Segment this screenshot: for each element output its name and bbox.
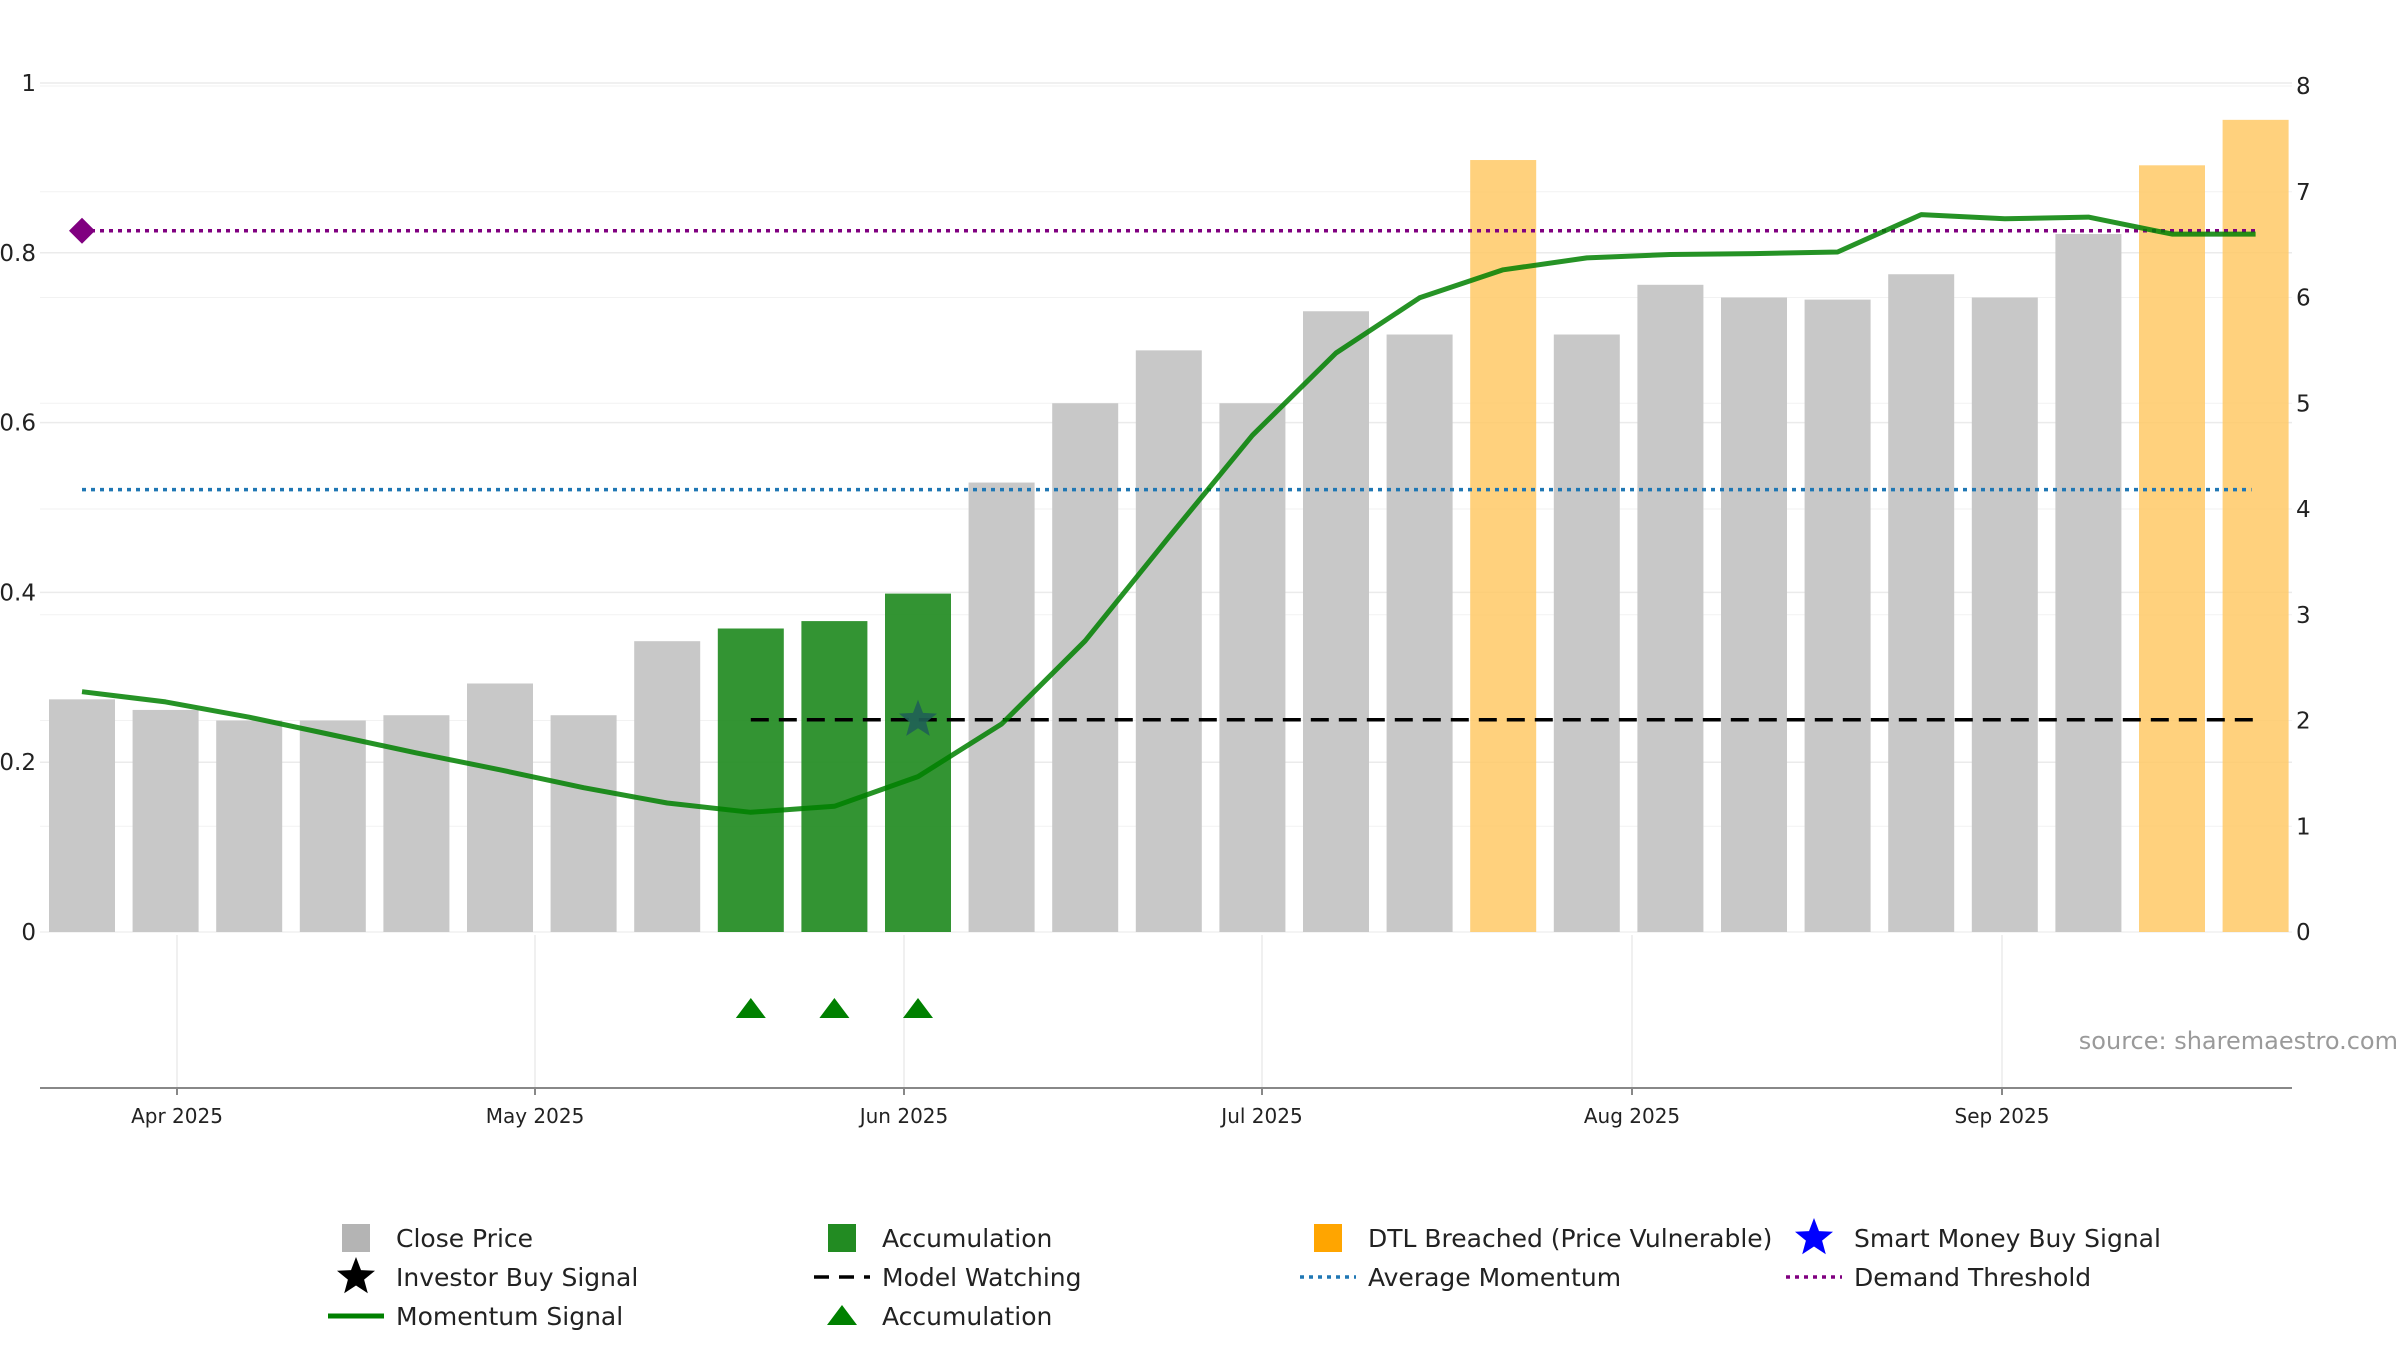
price-bar xyxy=(1219,403,1286,932)
legend-label: Investor Buy Signal xyxy=(396,1263,638,1292)
legend-swatch-star xyxy=(337,1257,375,1294)
y-right-tick-label: 1 xyxy=(2296,814,2311,840)
price-bar xyxy=(2055,234,2122,933)
price-bar xyxy=(1303,311,1369,932)
accumulation-triangle xyxy=(819,998,850,1018)
legend-item: Close Price xyxy=(342,1224,533,1253)
y-right-tick-label: 6 xyxy=(2296,286,2311,312)
legend-label: Demand Threshold xyxy=(1854,1263,2091,1292)
legend-item: Demand Threshold xyxy=(1786,1263,2091,1292)
price-bar xyxy=(1804,299,1871,932)
price-bar xyxy=(1553,334,1620,932)
price-bar xyxy=(1052,403,1119,932)
legend-item: Average Momentum xyxy=(1300,1263,1621,1292)
investor-buy-signal-star xyxy=(899,699,937,736)
price-bar xyxy=(299,720,366,932)
demand-threshold-marker xyxy=(69,217,95,244)
legend-label: Smart Money Buy Signal xyxy=(1854,1224,2161,1253)
legend-swatch-square xyxy=(342,1224,370,1252)
momentum-signal-line xyxy=(81,212,2256,815)
legend-label: Accumulation xyxy=(882,1302,1052,1331)
legend-label: Close Price xyxy=(396,1224,533,1253)
price-bar xyxy=(968,482,1035,932)
y-left-tick-label: 0.4 xyxy=(0,580,36,606)
y-left-tick-label: 1 xyxy=(21,71,36,97)
legend-item: Accumulation xyxy=(827,1302,1052,1331)
y-left-tick-label: 0.2 xyxy=(0,750,36,776)
accumulation-triangle xyxy=(903,998,933,1018)
price-bar xyxy=(2222,119,2289,933)
x-tick-label: May 2025 xyxy=(486,1104,585,1128)
price-bar xyxy=(2139,165,2205,932)
axes-layer: 0 0.2 0.4 0.6 0.8 1 0 1 2 3 4 5 6 7 8 Apr 2025 May 2025 J… xyxy=(0,71,2311,1128)
x-tick-label: Sep 2025 xyxy=(1955,1104,2050,1128)
price-bar xyxy=(467,683,533,932)
x-tick-label: Jul 2025 xyxy=(1219,1104,1302,1128)
legend-swatch-triangle xyxy=(827,1305,857,1325)
legend-swatch-square xyxy=(1314,1224,1342,1252)
y-right-tick-label: 5 xyxy=(2296,391,2311,417)
y-right-tick-label: 2 xyxy=(2296,709,2311,735)
accumulation-triangle xyxy=(735,998,766,1018)
x-tick-label: Aug 2025 xyxy=(1584,1104,1680,1128)
price-bar xyxy=(1721,297,1787,932)
price-bar xyxy=(1637,284,1704,932)
legend-swatch-square xyxy=(828,1224,856,1252)
legend-label: Accumulation xyxy=(882,1224,1052,1253)
price-bar xyxy=(634,641,701,932)
price-bar xyxy=(1470,160,1537,932)
bars-layer xyxy=(49,119,2289,933)
y-left-tick-label: 0.6 xyxy=(0,411,36,437)
legend-label: Model Watching xyxy=(882,1263,1082,1292)
lines-layer xyxy=(81,212,2258,815)
price-bar xyxy=(1971,297,2038,932)
price-bar xyxy=(1135,350,1202,932)
legend-label: Momentum Signal xyxy=(396,1302,623,1331)
x-tick-label: Apr 2025 xyxy=(131,1104,223,1128)
y-right-tick-label: 0 xyxy=(2296,920,2311,946)
legend: Close Price Accumulation DTL Breached (Pri… xyxy=(328,1218,2161,1331)
y-left-tick-label: 0 xyxy=(21,920,36,946)
y-right-tick-label: 8 xyxy=(2296,74,2311,100)
x-tick-label: Jun 2025 xyxy=(858,1104,949,1128)
markers-layer xyxy=(69,217,937,1018)
legend-item: Accumulation xyxy=(828,1224,1052,1253)
price-bar xyxy=(1888,274,1955,932)
legend-item: Momentum Signal xyxy=(328,1302,623,1331)
price-bar xyxy=(216,720,283,932)
price-bar xyxy=(801,621,868,932)
y-right-tick-label: 3 xyxy=(2296,603,2311,629)
source-label: source: sharemaestro.com xyxy=(2079,1027,2398,1055)
legend-item: Model Watching xyxy=(814,1263,1082,1292)
legend-label: DTL Breached (Price Vulnerable) xyxy=(1368,1224,1772,1253)
legend-item: Smart Money Buy Signal xyxy=(1795,1218,2161,1255)
price-bar xyxy=(132,709,199,932)
price-bar xyxy=(550,715,617,932)
y-right-tick-label: 4 xyxy=(2296,497,2311,523)
legend-item: Investor Buy Signal xyxy=(337,1257,638,1294)
legend-swatch-star xyxy=(1795,1218,1833,1255)
legend-item: DTL Breached (Price Vulnerable) xyxy=(1314,1224,1772,1253)
price-bar xyxy=(717,628,784,932)
y-left-tick-label: 0.8 xyxy=(0,241,36,267)
legend-label: Average Momentum xyxy=(1368,1263,1621,1292)
price-bar xyxy=(1386,334,1453,932)
price-bar xyxy=(49,699,115,932)
y-right-tick-label: 7 xyxy=(2296,180,2311,206)
